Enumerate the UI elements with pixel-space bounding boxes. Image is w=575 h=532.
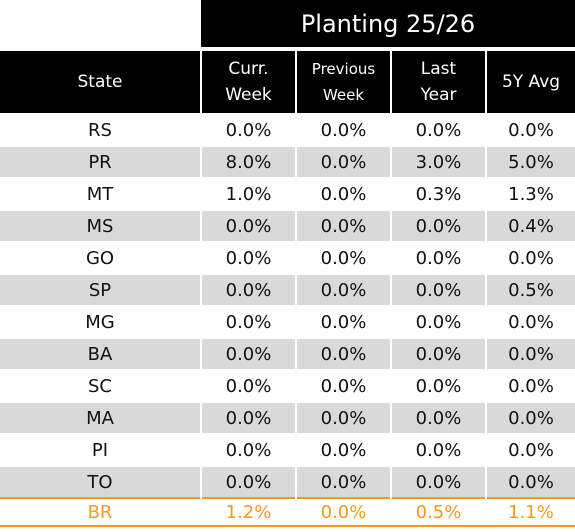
table-row: RS 0.0% 0.0% 0.0% 0.0% <box>0 113 575 146</box>
avg-cell: 0.0% <box>485 305 575 338</box>
avg-cell: 1.1% <box>485 497 575 527</box>
avg-cell: 0.0% <box>485 433 575 466</box>
avg-cell: 1.3% <box>485 177 575 210</box>
last-cell: 0.3% <box>390 177 486 210</box>
curr-cell: 8.0% <box>200 145 296 178</box>
prev-cell: 0.0% <box>295 401 391 434</box>
last-cell: 0.0% <box>390 113 486 146</box>
state-cell: MT <box>0 177 201 210</box>
avg-cell: 0.0% <box>485 113 575 146</box>
table-row: MT 1.0% 0.0% 0.3% 1.3% <box>0 177 575 210</box>
prev-cell: 0.0% <box>295 113 391 146</box>
last-cell: 0.0% <box>390 433 486 466</box>
prev-cell: 0.0% <box>295 337 391 370</box>
last-cell: 0.5% <box>390 497 486 527</box>
last-cell: 0.0% <box>390 369 486 402</box>
table-title: Planting 25/26 <box>201 0 575 47</box>
curr-cell: 0.0% <box>200 433 296 466</box>
avg-cell: 0.0% <box>485 337 575 370</box>
last-cell: 0.0% <box>390 305 486 338</box>
avg-cell: 0.4% <box>485 209 575 242</box>
curr-cell: 1.0% <box>200 177 296 210</box>
header-previous-week: Previous Week <box>295 51 391 114</box>
state-cell: MG <box>0 305 201 338</box>
state-cell: MS <box>0 209 201 242</box>
prev-cell: 0.0% <box>295 145 391 178</box>
table-row: MS 0.0% 0.0% 0.0% 0.4% <box>0 209 575 242</box>
header-curr-week: Curr. Week <box>200 51 296 114</box>
prev-cell: 0.0% <box>295 273 391 306</box>
curr-cell: 0.0% <box>200 305 296 338</box>
table-row: TO 0.0% 0.0% 0.0% 0.0% <box>0 465 575 498</box>
last-cell: 0.0% <box>390 273 486 306</box>
state-cell: PI <box>0 433 201 466</box>
table-row: MG 0.0% 0.0% 0.0% 0.0% <box>0 305 575 338</box>
planting-table: State Curr. Week Previous Week Last Year 5Y… <box>0 51 575 527</box>
curr-cell: 0.0% <box>200 337 296 370</box>
avg-cell: 5.0% <box>485 145 575 178</box>
last-cell: 0.0% <box>390 401 486 434</box>
header-state: State <box>0 51 201 114</box>
state-cell: MA <box>0 401 201 434</box>
table-row: PR 8.0% 0.0% 3.0% 5.0% <box>0 145 575 178</box>
last-cell: 0.0% <box>390 465 486 498</box>
state-cell: TO <box>0 465 201 498</box>
curr-cell: 0.0% <box>200 113 296 146</box>
last-cell: 0.0% <box>390 337 486 370</box>
curr-cell: 0.0% <box>200 273 296 306</box>
state-cell: GO <box>0 241 201 274</box>
curr-cell: 1.2% <box>200 497 296 527</box>
header-last-year: Last Year <box>390 51 486 114</box>
avg-cell: 0.0% <box>485 465 575 498</box>
avg-cell: 0.0% <box>485 369 575 402</box>
prev-cell: 0.0% <box>295 177 391 210</box>
prev-cell: 0.0% <box>295 241 391 274</box>
state-cell: PR <box>0 145 201 178</box>
last-cell: 0.0% <box>390 209 486 242</box>
last-cell: 0.0% <box>390 241 486 274</box>
header-5y-avg: 5Y Avg <box>485 51 575 114</box>
state-cell: SC <box>0 369 201 402</box>
curr-cell: 0.0% <box>200 369 296 402</box>
table-row: SC 0.0% 0.0% 0.0% 0.0% <box>0 369 575 402</box>
table-row: MA 0.0% 0.0% 0.0% 0.0% <box>0 401 575 434</box>
curr-cell: 0.0% <box>200 241 296 274</box>
state-cell: RS <box>0 113 201 146</box>
state-cell: BR <box>0 497 201 527</box>
table-row: PI 0.0% 0.0% 0.0% 0.0% <box>0 433 575 466</box>
curr-cell: 0.0% <box>200 209 296 242</box>
table-row: BA 0.0% 0.0% 0.0% 0.0% <box>0 337 575 370</box>
table-row: GO 0.0% 0.0% 0.0% 0.0% <box>0 241 575 274</box>
prev-cell: 0.0% <box>295 209 391 242</box>
prev-cell: 0.0% <box>295 369 391 402</box>
avg-cell: 0.0% <box>485 401 575 434</box>
prev-cell: 0.0% <box>295 465 391 498</box>
total-row: BR 1.2% 0.0% 0.5% 1.1% <box>0 497 575 527</box>
prev-cell: 0.0% <box>295 433 391 466</box>
avg-cell: 0.5% <box>485 273 575 306</box>
last-cell: 3.0% <box>390 145 486 178</box>
table-row: SP 0.0% 0.0% 0.0% 0.5% <box>0 273 575 306</box>
curr-cell: 0.0% <box>200 401 296 434</box>
curr-cell: 0.0% <box>200 465 296 498</box>
prev-cell: 0.0% <box>295 305 391 338</box>
state-cell: SP <box>0 273 201 306</box>
prev-cell: 0.0% <box>295 497 391 527</box>
state-cell: BA <box>0 337 201 370</box>
avg-cell: 0.0% <box>485 241 575 274</box>
